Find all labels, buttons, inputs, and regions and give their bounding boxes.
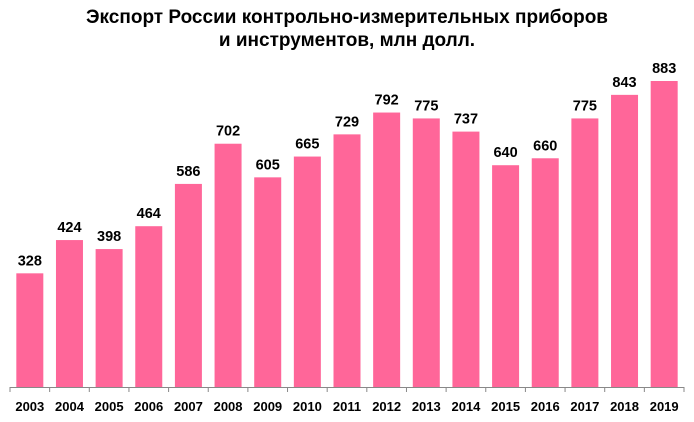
data-label-2005: 398 [97, 229, 121, 245]
bar-2018 [611, 94, 639, 388]
x-tick-label-2003: 2003 [15, 399, 44, 414]
x-tick-label-2014: 2014 [451, 399, 481, 414]
data-label-2015: 640 [493, 145, 517, 161]
data-label-2017: 775 [573, 98, 597, 114]
bar-2017 [571, 118, 599, 388]
x-tick-label-2017: 2017 [570, 399, 599, 414]
bar-2003 [16, 273, 44, 387]
data-label-2006: 464 [137, 206, 161, 222]
bar-2004 [55, 240, 83, 387]
x-tick-label-2004: 2004 [55, 399, 85, 414]
chart-title-line-1: Экспорт России контрольно-измерительных … [86, 7, 608, 28]
bar-2011 [333, 134, 361, 387]
x-tick-label-2009: 2009 [253, 399, 282, 414]
x-tick-labels-group: 2003 2004 2005 2006 2007 2008 2009 2010 2011 2012… [15, 399, 678, 414]
data-label-2012: 792 [375, 93, 399, 109]
bar-2014 [452, 131, 480, 387]
data-labels-group: 328 424 398 464 586 702 605 665 729 792 775 737 640 6… [18, 61, 677, 269]
x-tick-label-2018: 2018 [610, 399, 639, 414]
bar-2010 [293, 156, 321, 387]
x-tick-label-2012: 2012 [372, 399, 401, 414]
x-tick-label-2015: 2015 [491, 399, 520, 414]
data-label-2011: 729 [335, 114, 359, 130]
data-label-2003: 328 [18, 253, 42, 269]
x-axis [9, 387, 685, 392]
data-label-2007: 586 [176, 164, 200, 180]
x-tick-label-2008: 2008 [214, 399, 243, 414]
bar-2005 [95, 249, 123, 387]
data-label-2013: 775 [414, 98, 438, 114]
bars-group [16, 81, 678, 388]
data-label-2008: 702 [216, 124, 240, 140]
data-label-2014: 737 [454, 112, 478, 128]
x-tick-label-2005: 2005 [95, 399, 124, 414]
data-label-2004: 424 [57, 220, 81, 236]
bar-2009 [254, 177, 282, 387]
x-tick-label-2006: 2006 [134, 399, 163, 414]
x-tick-label-2010: 2010 [293, 399, 322, 414]
x-tick-label-2019: 2019 [650, 399, 679, 414]
data-label-2016: 660 [533, 138, 557, 154]
data-label-2009: 605 [256, 157, 280, 173]
chart-title-line-2: и инструментов, млн долл. [218, 30, 476, 51]
x-tick-label-2013: 2013 [412, 399, 441, 414]
data-label-2018: 843 [612, 75, 636, 91]
chart-title: Экспорт России контрольно-измерительных … [0, 6, 694, 52]
x-tick-label-2016: 2016 [531, 399, 560, 414]
data-label-2019: 883 [652, 61, 676, 77]
bar-2015 [492, 165, 520, 387]
x-tick-label-2011: 2011 [333, 399, 361, 414]
bar-2012 [373, 112, 401, 387]
x-tick-label-2007: 2007 [174, 399, 203, 414]
bar-2019 [650, 81, 678, 387]
bar-2006 [135, 226, 163, 387]
bar-2008 [214, 143, 242, 387]
data-label-2010: 665 [295, 137, 319, 153]
bar-2016 [531, 158, 559, 387]
bar-2007 [174, 183, 202, 387]
bar-2013 [412, 118, 440, 388]
